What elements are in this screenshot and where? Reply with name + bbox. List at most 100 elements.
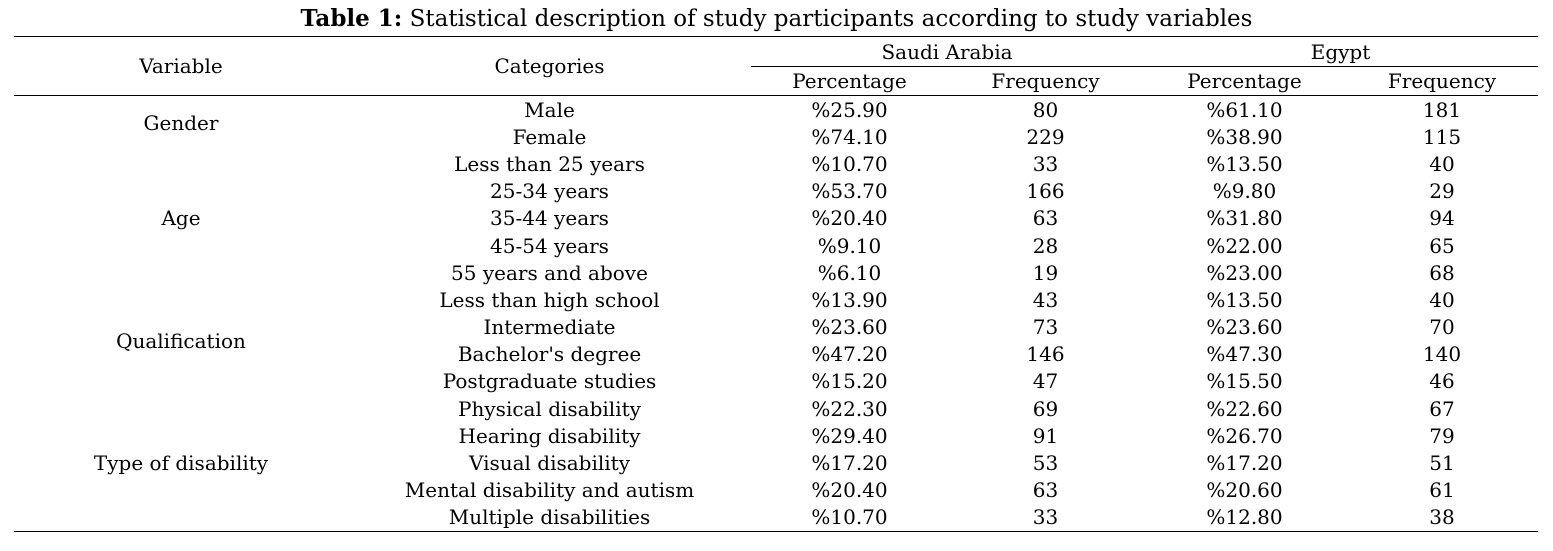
eg-frequency-cell: 40: [1429, 151, 1455, 176]
table-row: Mental disability and autism %20.40 63 %20.…: [14, 477, 1538, 504]
sa-percentage-cell: %29.40: [811, 423, 888, 448]
eg-percentage-cell: %12.80: [1143, 503, 1346, 532]
eg-percentage-cell: %47.30: [1206, 342, 1283, 367]
eg-percentage-cell: %15.50: [1206, 369, 1283, 394]
category-cell: Less than high school: [439, 287, 660, 312]
sa-percentage-cell: %9.10: [817, 233, 882, 258]
sa-percentage-cell: %47.20: [811, 342, 888, 367]
sa-frequency-cell: 91: [1032, 423, 1059, 448]
header-categories: Categories: [348, 36, 751, 96]
sa-percentage-cell: %10.70: [811, 151, 888, 176]
sa-frequency-cell: 229: [1026, 124, 1065, 149]
sa-percentage-cell: %23.60: [811, 315, 888, 340]
table-row: Gender Male %25.90 80 %61.10 181: [14, 96, 1538, 135]
sa-frequency-cell: 63: [1032, 206, 1059, 231]
table-body: Gender Male %25.90 80 %61.10 181 Female %74.10 2…: [14, 96, 1539, 533]
eg-percentage-cell: %38.90: [1206, 124, 1283, 149]
sa-frequency-cell: 80: [1032, 97, 1059, 122]
category-cell: Female: [512, 124, 587, 149]
table-row: 35-44 years %20.40 63 %31.80 94: [14, 205, 1538, 232]
category-cell: Less than 25 years: [454, 151, 645, 176]
eg-frequency-cell: 115: [1422, 124, 1462, 149]
table-caption-text: Statistical description of study partici…: [409, 6, 1253, 32]
header-eg-percentage: Percentage: [1143, 66, 1346, 96]
category-cell: Multiple disabilities: [348, 503, 751, 532]
sa-frequency-cell: 146: [1026, 342, 1065, 367]
category-cell: Visual disability: [468, 451, 631, 476]
sa-frequency-cell: 33: [1032, 151, 1059, 176]
eg-frequency-cell: 29: [1429, 179, 1455, 204]
eg-frequency-cell: 94: [1429, 206, 1455, 231]
category-cell: 35-44 years: [490, 206, 609, 231]
sa-frequency-cell: 53: [1032, 451, 1059, 476]
eg-percentage-cell: %23.60: [1206, 315, 1283, 340]
sa-frequency-cell: 28: [1032, 233, 1059, 258]
sa-frequency-cell: 166: [1026, 179, 1065, 204]
variable-cell: Gender: [143, 111, 219, 136]
sa-frequency-cell: 63: [1032, 478, 1059, 503]
category-cell: Hearing disability: [458, 423, 641, 448]
sa-frequency-cell: 69: [1032, 396, 1059, 421]
eg-frequency-cell: 51: [1429, 451, 1455, 476]
variable-cell: Age: [161, 206, 201, 231]
category-cell: 55 years and above: [451, 260, 648, 285]
eg-percentage-cell: %31.80: [1206, 206, 1283, 231]
eg-percentage-cell: %22.00: [1206, 233, 1283, 258]
header-eg-frequency: Frequency: [1346, 66, 1539, 96]
sa-percentage-cell: %15.20: [811, 369, 888, 394]
sa-frequency-cell: 43: [1032, 287, 1059, 312]
sa-percentage-cell: %10.70: [751, 503, 948, 532]
table-row: Bachelor's degree %47.20 146 %47.30 140: [14, 341, 1538, 368]
category-cell: Postgraduate studies: [442, 369, 657, 394]
category-cell: Bachelor's degree: [457, 342, 642, 367]
eg-percentage-cell: %13.50: [1206, 287, 1283, 312]
sa-percentage-cell: %20.40: [811, 206, 888, 231]
category-cell: Mental disability and autism: [404, 478, 695, 503]
sa-percentage-cell: %6.10: [817, 260, 882, 285]
table-row: Qualification Less than high school %13.90…: [14, 286, 1538, 353]
category-cell: 25-34 years: [490, 179, 609, 204]
eg-percentage-cell: %22.60: [1206, 396, 1283, 421]
header-group-saudi-arabia: Saudi Arabia: [751, 36, 1143, 67]
sa-percentage-cell: %20.40: [811, 478, 888, 503]
eg-frequency-cell: 68: [1429, 260, 1455, 285]
table-row: 45-54 years %9.10 28 %22.00 65: [14, 232, 1538, 259]
table-row: 25-34 years %53.70 166 %9.80 29: [14, 178, 1538, 205]
header-group-egypt: Egypt: [1143, 36, 1539, 67]
header-sa-percentage: Percentage: [751, 66, 948, 96]
eg-percentage-cell: %17.20: [1206, 451, 1283, 476]
eg-percentage-cell: %9.80: [1212, 179, 1277, 204]
eg-frequency-cell: 140: [1422, 342, 1462, 367]
table-row: Type of disability Physical disability %22…: [14, 395, 1538, 533]
table-row: Age Less than 25 years %10.70 33 %13.50 40: [14, 150, 1538, 230]
eg-percentage-cell: %26.70: [1206, 423, 1283, 448]
eg-frequency-cell: 181: [1422, 97, 1462, 122]
category-cell: Male: [524, 97, 575, 122]
statistics-table: Variable Categories Saudi Arabia Egypt P…: [14, 36, 1539, 533]
variable-cell: Type of disability: [14, 395, 348, 533]
header-sa-frequency: Frequency: [948, 66, 1143, 96]
sa-percentage-cell: %22.30: [811, 396, 888, 421]
eg-percentage-cell: %61.10: [1206, 97, 1283, 122]
category-cell: Intermediate: [483, 315, 616, 340]
table-caption-label: Table 1:: [300, 5, 403, 32]
table-row: Multiple disabilities %10.70 33 %12.80 38: [14, 503, 1539, 532]
eg-frequency-cell: 79: [1429, 423, 1455, 448]
header-variable: Variable: [14, 36, 348, 96]
category-cell: 45-54 years: [490, 233, 609, 258]
eg-percentage-cell: %23.00: [1206, 260, 1283, 285]
table-row: Hearing disability %29.40 91 %26.70 79: [14, 422, 1538, 449]
sa-frequency-cell: 47: [1032, 369, 1059, 394]
sa-frequency-cell: 73: [1032, 315, 1059, 340]
table-row: 55 years and above %6.10 19 %23.00 68: [14, 259, 1538, 286]
sa-percentage-cell: %74.10: [811, 124, 888, 149]
sa-percentage-cell: %13.90: [811, 287, 888, 312]
eg-percentage-cell: %20.60: [1206, 478, 1283, 503]
sa-frequency-cell: 33: [948, 503, 1143, 532]
sa-percentage-cell: %25.90: [811, 97, 888, 122]
sa-frequency-cell: 19: [1032, 260, 1059, 285]
table-row: Visual disability %17.20 53 %17.20 51: [14, 449, 1538, 476]
eg-frequency-cell: 67: [1429, 396, 1455, 421]
category-cell: Physical disability: [458, 396, 641, 421]
